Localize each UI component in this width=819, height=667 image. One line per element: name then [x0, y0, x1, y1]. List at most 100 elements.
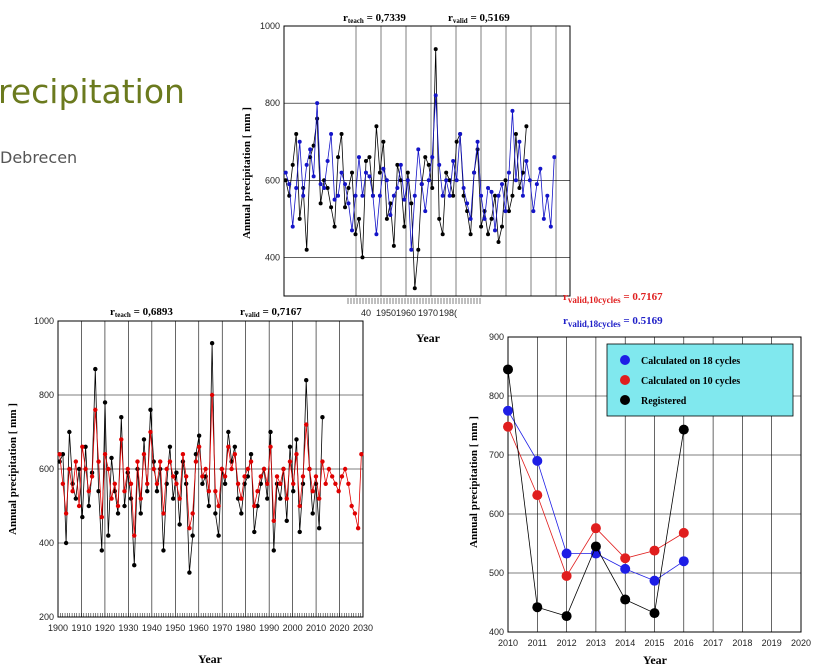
data-point — [193, 459, 199, 464]
data-point — [128, 481, 134, 486]
data-point — [391, 243, 396, 248]
data-point — [367, 174, 372, 179]
data-point — [360, 255, 365, 260]
data-point — [416, 247, 421, 252]
data-point — [154, 489, 160, 494]
data-point — [315, 101, 320, 106]
x-tick-label: 2020 — [791, 638, 811, 648]
data-point — [304, 162, 309, 167]
chart-bottom-right: 400 500 600 700 800 900 2010 2011 2012 2013 2014 2… — [468, 291, 811, 667]
data-point — [222, 481, 228, 486]
x-tick-label: 2019 — [762, 638, 782, 648]
x-tick-label: 1950 — [376, 308, 396, 318]
data-point — [353, 232, 358, 237]
data-point — [99, 514, 105, 520]
data-point — [174, 470, 179, 475]
data-point — [308, 147, 313, 152]
data-point — [461, 193, 466, 198]
data-point — [325, 159, 330, 163]
data-point — [274, 481, 280, 486]
data-point — [475, 139, 480, 144]
y-tick-label: 800 — [489, 391, 504, 401]
y-tick-label: 900 — [489, 332, 504, 342]
data-point — [447, 193, 452, 198]
data-point — [405, 178, 410, 183]
data-point — [255, 489, 260, 494]
data-point — [419, 182, 424, 187]
data-point — [444, 178, 449, 183]
data-point — [271, 548, 276, 553]
data-point — [402, 197, 407, 202]
data-point — [294, 452, 299, 457]
data-point — [213, 511, 218, 516]
data-point — [287, 459, 293, 464]
chart-bl-title-right: rvalid = 0,7167 — [240, 306, 302, 319]
data-point — [391, 193, 396, 198]
x-tick-label: 1940 — [142, 623, 162, 633]
data-point — [119, 415, 124, 420]
x-tick-label: 1980 — [236, 623, 256, 633]
data-point — [180, 452, 186, 457]
data-point — [209, 392, 215, 398]
chart-br-xlabel: Year — [643, 653, 668, 667]
data-point — [203, 466, 208, 472]
data-point — [226, 444, 231, 449]
data-point — [346, 201, 351, 206]
data-point — [294, 437, 299, 442]
data-point — [561, 611, 572, 622]
data-point — [349, 503, 354, 509]
data-point — [329, 205, 334, 210]
x-tick-label: 1960 — [396, 308, 416, 318]
series-line — [59, 394, 362, 536]
data-point — [278, 496, 283, 501]
data-point — [76, 503, 82, 509]
data-point — [310, 489, 315, 494]
data-point — [245, 466, 251, 472]
data-point — [245, 474, 251, 479]
data-point — [398, 162, 403, 167]
data-point — [384, 216, 389, 221]
data-point — [135, 459, 140, 464]
data-point — [486, 232, 491, 237]
data-point — [545, 193, 550, 198]
data-point — [356, 155, 361, 160]
slide-title: recipitation — [0, 72, 185, 111]
data-point — [132, 563, 137, 568]
chart-top: 400 600 800 1000 40 1950 1960 1970 198( rteach … — [241, 12, 571, 345]
data-point — [360, 193, 365, 198]
data-point — [300, 474, 306, 479]
data-point — [196, 433, 202, 438]
x-tick-label: 2030 — [353, 623, 373, 633]
data-point — [430, 186, 435, 190]
data-point — [447, 178, 452, 183]
y-tick-label: 1000 — [260, 21, 280, 31]
data-point — [258, 474, 263, 479]
data-point — [106, 466, 111, 472]
data-point — [63, 511, 69, 516]
y-tick-label: 400 — [39, 538, 54, 548]
data-point — [517, 186, 522, 190]
x-tick-label: 1970 — [212, 623, 232, 633]
data-point — [187, 526, 192, 531]
chart-bottom-left: 200 400 600 800 1000 1900 1910 1920 1930 1940 195… — [7, 306, 373, 666]
x-tick-label: 2017 — [703, 638, 723, 648]
data-point — [346, 481, 351, 486]
data-point — [531, 209, 536, 214]
data-point — [265, 496, 270, 501]
data-point — [355, 526, 361, 531]
legend-marker — [620, 375, 630, 385]
data-point — [409, 201, 414, 206]
data-point — [99, 548, 105, 553]
data-point — [513, 178, 518, 183]
data-point — [412, 286, 417, 291]
data-point — [315, 116, 320, 121]
data-point — [384, 178, 389, 183]
data-point — [60, 452, 66, 457]
data-point — [73, 459, 79, 464]
data-point — [297, 139, 302, 144]
data-point — [506, 209, 511, 214]
data-point — [73, 496, 79, 501]
x-tick-label: 1910 — [71, 623, 91, 633]
x-tick-label: 2018 — [732, 638, 752, 648]
data-point — [281, 466, 286, 472]
